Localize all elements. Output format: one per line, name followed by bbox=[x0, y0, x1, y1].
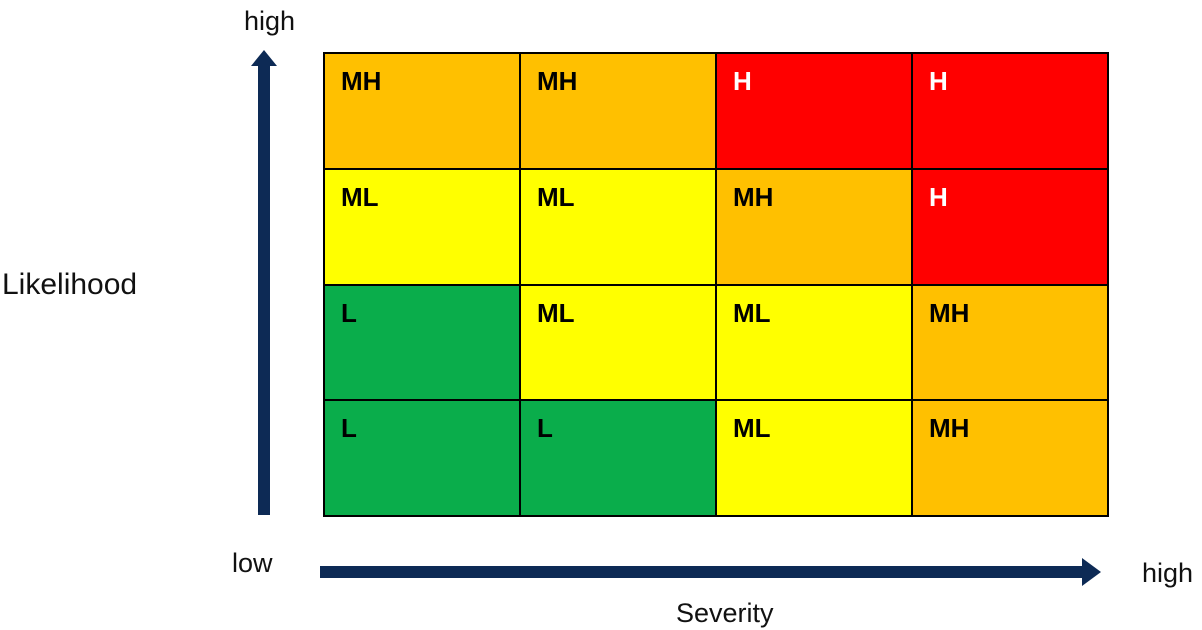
risk-cell: H bbox=[912, 53, 1108, 169]
risk-level-label: L bbox=[341, 297, 357, 328]
risk-level-label: H bbox=[929, 181, 948, 212]
risk-cell: H bbox=[912, 168, 1108, 285]
risk-cell: ML bbox=[716, 400, 912, 516]
risk-level-label: MH bbox=[929, 413, 970, 444]
risk-cell: L bbox=[324, 284, 520, 401]
risk-level-label: ML bbox=[537, 297, 575, 328]
risk-cell: ML bbox=[520, 168, 716, 285]
risk-level-label: MH bbox=[929, 297, 970, 328]
risk-level-label: ML bbox=[537, 181, 575, 212]
x-axis-high-label: high bbox=[1142, 558, 1194, 588]
risk-cell: ML bbox=[520, 284, 716, 401]
x-axis-title: Severity bbox=[676, 598, 774, 628]
y-axis-high-label: high bbox=[244, 6, 296, 36]
risk-cell: MH bbox=[520, 53, 716, 169]
risk-level-label: MH bbox=[537, 66, 578, 96]
risk-cell: MH bbox=[912, 284, 1108, 401]
risk-level-label: L bbox=[341, 413, 357, 444]
risk-cell: MH bbox=[716, 168, 912, 285]
risk-cell: ML bbox=[716, 284, 912, 401]
risk-level-label: ML bbox=[733, 297, 771, 328]
x-axis-arrow-icon bbox=[320, 558, 1101, 586]
risk-cell: L bbox=[324, 400, 520, 516]
risk-cell: H bbox=[716, 53, 912, 169]
risk-level-label: ML bbox=[341, 181, 379, 212]
y-axis-arrow-icon bbox=[251, 50, 277, 515]
x-axis-low-label: low bbox=[232, 548, 273, 578]
risk-cell: L bbox=[520, 400, 716, 516]
risk-level-label: ML bbox=[733, 413, 771, 444]
risk-cell: ML bbox=[324, 168, 520, 285]
risk-level-label: MH bbox=[733, 181, 774, 212]
risk-cell: MH bbox=[324, 53, 520, 169]
y-axis-title: Likelihood bbox=[2, 268, 138, 301]
risk-cell: MH bbox=[912, 400, 1108, 516]
risk-level-label: MH bbox=[341, 66, 382, 96]
risk-level-label: L bbox=[537, 413, 553, 444]
risk-level-label: H bbox=[733, 66, 752, 96]
risk-level-label: H bbox=[929, 66, 948, 96]
risk-matrix-grid: MH MH H H ML ML MH H L ML ML MH L L ML MH bbox=[323, 52, 1109, 517]
